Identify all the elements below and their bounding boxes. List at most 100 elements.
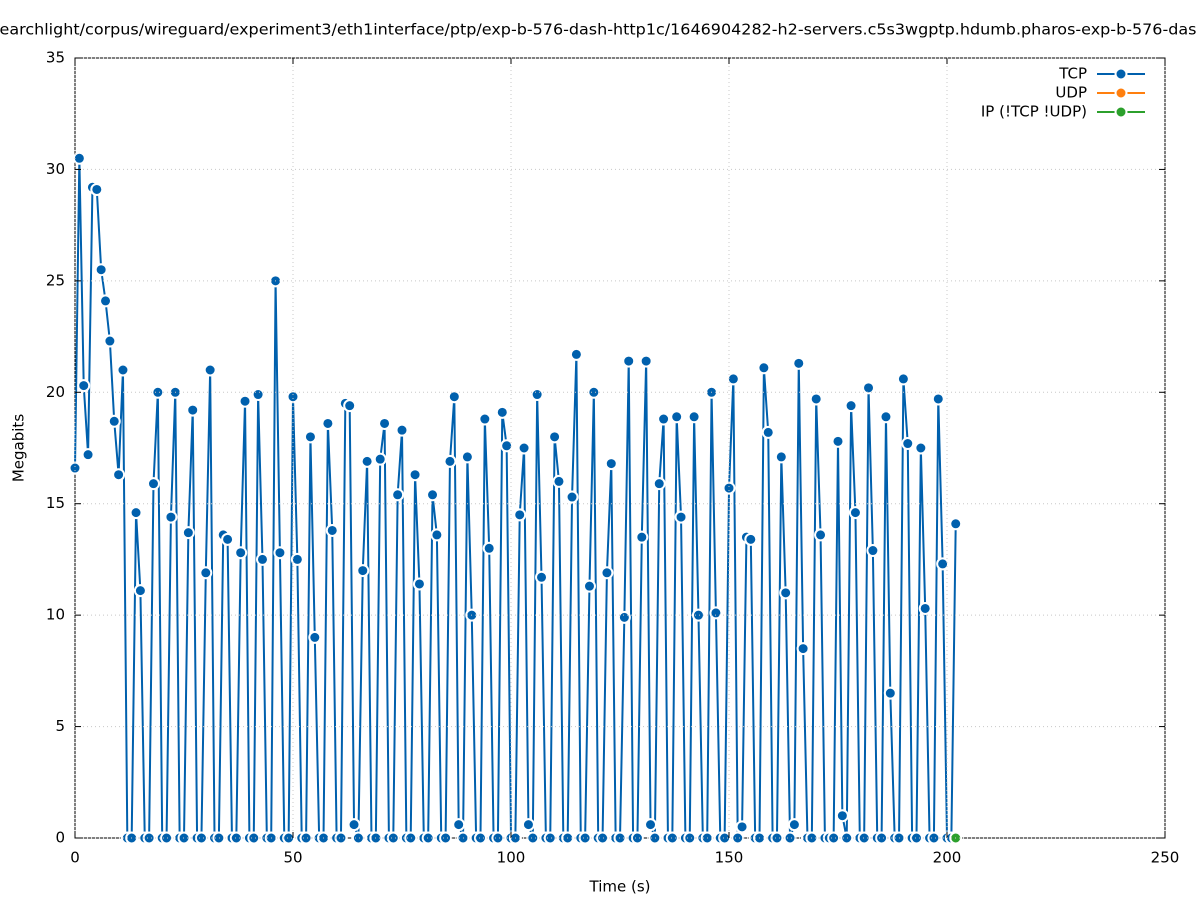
data-point [160, 831, 174, 845]
data-point [648, 831, 662, 845]
data-point [931, 392, 945, 406]
data-point [735, 820, 749, 834]
data-point [378, 416, 392, 430]
data-point [426, 488, 440, 502]
y-tick-label: 25 [46, 271, 65, 289]
data-point [181, 526, 195, 540]
data-point [351, 831, 365, 845]
data-point [866, 544, 880, 558]
data-point [77, 379, 91, 393]
data-point [535, 570, 549, 584]
y-tick-label: 10 [46, 606, 65, 624]
data-point [831, 434, 845, 448]
data-point [622, 354, 636, 368]
y-axis-label: Megabits [10, 414, 28, 482]
legend-swatch [1114, 86, 1128, 100]
data-point [325, 523, 339, 537]
data-point [587, 385, 601, 399]
data-point [844, 399, 858, 413]
data-point [212, 831, 226, 845]
data-point [408, 468, 422, 482]
data-point [783, 831, 797, 845]
data-point [569, 347, 583, 361]
data-point [495, 405, 509, 419]
data-point [582, 579, 596, 593]
plot-area [70, 151, 963, 845]
data-point [473, 831, 487, 845]
data-point [412, 577, 426, 591]
data-point [683, 831, 697, 845]
data-point [657, 412, 671, 426]
data-point [909, 831, 923, 845]
data-point [530, 388, 544, 402]
data-point [247, 831, 261, 845]
data-point [116, 363, 130, 377]
data-point [299, 831, 313, 845]
data-point [600, 566, 614, 580]
data-point [774, 450, 788, 464]
data-point [665, 831, 679, 845]
data-point [691, 608, 705, 622]
data-point [286, 390, 300, 404]
y-tick-label: 0 [55, 829, 65, 847]
data-point [896, 372, 910, 386]
data-point [146, 477, 160, 491]
data-point [290, 552, 304, 566]
legend-swatch [1114, 67, 1128, 81]
data-point [543, 831, 557, 845]
data-point [526, 831, 540, 845]
data-point [221, 532, 235, 546]
data-point [347, 818, 361, 832]
data-point [521, 818, 535, 832]
y-tick-label: 30 [46, 160, 65, 178]
data-point [687, 410, 701, 424]
data-point [722, 481, 736, 495]
data-point [360, 454, 374, 468]
data-point [918, 601, 932, 615]
data-point [421, 831, 435, 845]
data-point [255, 552, 269, 566]
data-point [792, 356, 806, 370]
data-point [883, 686, 897, 700]
data-point [644, 818, 658, 832]
data-point [949, 517, 963, 531]
data-point [761, 425, 775, 439]
data-point [321, 416, 335, 430]
data-point [482, 541, 496, 555]
data-point [787, 818, 801, 832]
data-point [112, 468, 126, 482]
data-point [273, 546, 287, 560]
y-tick-label: 20 [46, 383, 65, 401]
data-point [513, 508, 527, 522]
data-point [596, 831, 610, 845]
data-point [308, 630, 322, 644]
data-point [565, 490, 579, 504]
data-point [443, 454, 457, 468]
data-point [186, 403, 200, 417]
data-point [936, 557, 950, 571]
x-tick-label: 250 [1151, 849, 1180, 867]
data-point [238, 394, 252, 408]
data-point [670, 410, 684, 424]
x-tick-label: 100 [497, 849, 526, 867]
data-point [142, 831, 156, 845]
data-point [81, 448, 95, 462]
data-point [604, 457, 618, 471]
chart-title: earchlight/corpus/wireguard/experiment3/… [0, 21, 1197, 39]
y-tick-label: 5 [55, 717, 65, 735]
data-point [914, 441, 928, 455]
data-point [447, 390, 461, 404]
data-point [709, 606, 723, 620]
data-point [875, 831, 889, 845]
data-point [731, 831, 745, 845]
x-axis-label: Time (s) [589, 878, 651, 896]
data-point [386, 831, 400, 845]
data-point [796, 642, 810, 656]
data-point [99, 294, 113, 308]
data-point [809, 392, 823, 406]
data-point [439, 831, 453, 845]
data-point [639, 354, 653, 368]
legend-label: IP (!TCP !UDP) [981, 103, 1087, 121]
data-point [203, 363, 217, 377]
